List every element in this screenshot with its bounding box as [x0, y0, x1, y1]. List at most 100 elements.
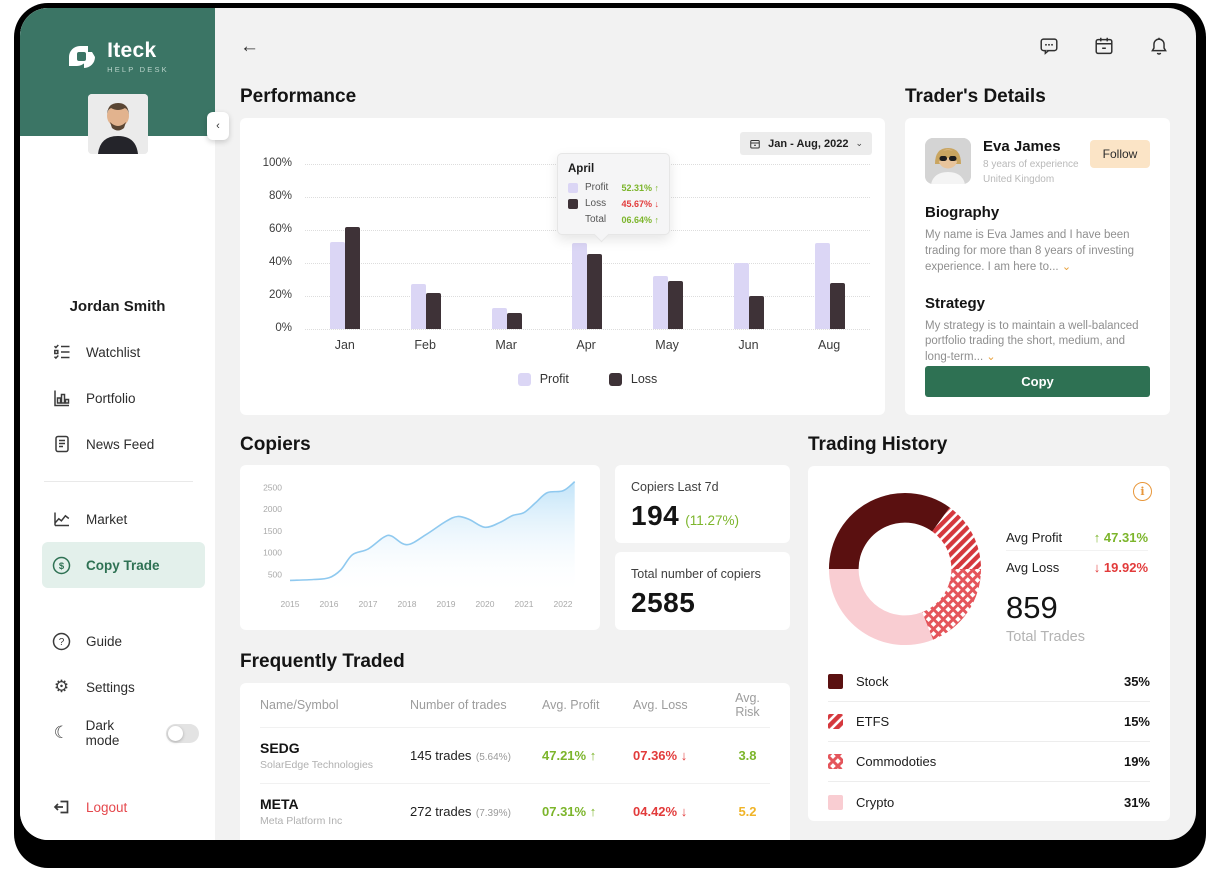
legend-percent: 31%: [1123, 794, 1150, 810]
performance-x-axis: Jan Feb Mar Apr May Jun Aug: [305, 338, 870, 352]
avg-risk-cell: 5.2: [738, 804, 757, 819]
legend-swatch: [608, 372, 622, 386]
bar-group-may[interactable]: [653, 276, 684, 329]
table-header-row: Name/Symbol Number of trades Avg. Profit Av…: [260, 683, 770, 727]
copy-trader-button[interactable]: Copy: [925, 366, 1150, 397]
total-trades-label: Total Trades: [1006, 629, 1085, 645]
logout-label: Logout: [86, 799, 128, 815]
bar-profit-apr[interactable]: [572, 242, 588, 329]
sidebar-item-portfolio[interactable]: Portfolio: [20, 375, 215, 421]
tooltip-swatch: [568, 198, 578, 209]
copiers-x-tick: 2018: [398, 599, 417, 609]
tooltip-swatch: [568, 215, 578, 225]
tooltip-swatch: [568, 182, 578, 193]
table-header: Number of trades: [410, 698, 507, 712]
table-header: Avg. Profit: [542, 698, 600, 712]
avg-risk-cell: 3.8: [738, 748, 757, 763]
table-header: Avg. Risk: [735, 691, 760, 719]
dark-mode-toggle[interactable]: [165, 723, 199, 743]
bar-loss-may[interactable]: [668, 281, 684, 329]
tooltip-row-profit: Profit 52.31% ↑: [568, 182, 659, 193]
bar-profit-jan[interactable]: [330, 241, 346, 329]
copiers-y-tick: 2000: [263, 504, 282, 514]
back-arrow-icon[interactable]: ←: [240, 35, 259, 57]
bar-profit-aug[interactable]: [814, 243, 830, 329]
date-range-selector[interactable]: Jan - Aug, 2022 ⌄: [740, 132, 872, 155]
donut-segment-stock[interactable]: [828, 492, 950, 569]
legend-swatch: [517, 372, 531, 386]
performance-title: Performance: [240, 86, 357, 107]
biography-text: My name is Eva James and I have been tra…: [925, 229, 1135, 273]
bar-loss-jan[interactable]: [345, 226, 361, 329]
expand-bio-chevron-icon[interactable]: ⌄: [1061, 260, 1072, 273]
expand-strategy-chevron-icon[interactable]: ⌄: [986, 351, 996, 364]
sidebar-item-copy-trade[interactable]: $ Copy Trade: [42, 542, 205, 588]
copiers-total-label: Total number of copiers: [631, 567, 761, 581]
bar-group-jan[interactable]: [330, 226, 361, 329]
trading-history-card: i Avg Profit ↑ 47.31% Avg Loss ↓ 19.92% …: [808, 466, 1170, 821]
bar-profit-feb[interactable]: [411, 284, 427, 329]
sidebar-collapse-button[interactable]: ‹: [207, 112, 229, 140]
sidebar-item-dark-mode[interactable]: ☾ Dark mode: [20, 710, 215, 756]
x-axis-label: Aug: [818, 338, 841, 352]
company-name: Meta Platform Inc: [260, 815, 343, 827]
tooltip-label: Profit: [585, 182, 609, 193]
avg-loss-row: Avg Loss ↓ 19.92%: [1006, 554, 1148, 581]
legend-percent: 15%: [1123, 714, 1150, 729]
sidebar-item-label: Copy Trade: [86, 557, 160, 573]
bar-loss-mar[interactable]: [506, 312, 522, 329]
bar-loss-feb[interactable]: [426, 292, 442, 329]
legend-row-stock: Stock 35%: [828, 662, 1150, 702]
notifications-bell-icon[interactable]: [1148, 35, 1170, 57]
follow-button[interactable]: Follow: [1090, 140, 1150, 168]
avg-loss-cell: 07.36% ↓: [633, 748, 688, 763]
symbol: SEDG: [260, 740, 300, 756]
bar-profit-mar[interactable]: [491, 307, 507, 329]
table-row-sedg[interactable]: SEDG SolarEdge Technologies 145 trades (5.…: [260, 727, 770, 783]
legend-loss: Loss: [608, 372, 657, 386]
avg-profit-cell: 47.21% ↑: [542, 748, 597, 763]
sidebar-item-logout[interactable]: Logout: [20, 784, 215, 830]
avg-loss-value: ↓ 19.92%: [1093, 560, 1148, 575]
tooltip-value: 45.67% ↓: [621, 198, 659, 209]
legend-percent: 19%: [1123, 754, 1150, 769]
symbol-cell: SEDG SolarEdge Technologies: [260, 740, 410, 771]
copiers-last7d-change: (11.27%): [685, 513, 739, 528]
copiers-x-tick: 2021: [515, 599, 534, 609]
watchlist-icon: [52, 343, 71, 362]
avatar-eva-james: [925, 138, 971, 184]
trades-cell: 272 trades (7.39%): [410, 803, 511, 819]
bar-profit-jun[interactable]: [733, 263, 749, 329]
info-icon[interactable]: i: [1133, 482, 1152, 501]
bar-group-feb[interactable]: [411, 284, 442, 329]
avg-profit-cell: 07.31% ↑: [542, 804, 597, 819]
bar-loss-aug[interactable]: [829, 282, 845, 329]
bar-group-aug[interactable]: [814, 243, 845, 329]
bar-loss-jun[interactable]: [748, 296, 764, 329]
donut-segment-commodoties[interactable]: [922, 569, 982, 640]
bar-profit-may[interactable]: [653, 276, 669, 329]
donut-segment-crypto[interactable]: [828, 569, 933, 646]
sidebar-item-market[interactable]: Market: [20, 496, 215, 542]
copiers-x-tick: 2017: [359, 599, 378, 609]
sidebar-item-settings[interactable]: ⚙ Settings: [20, 664, 215, 710]
main-content: ←: [215, 8, 1196, 840]
bar-group-jun[interactable]: [733, 263, 764, 329]
copiers-area-chart-card: 2500 2000 1500 1000 500 2015 2016 2017 2018 2019 2…: [240, 465, 600, 630]
performance-legend: Profit Loss: [305, 372, 870, 386]
copy-trade-icon: $: [52, 556, 71, 575]
legend-row-commodoties: Commodoties 19%: [828, 742, 1150, 782]
table-row-meta[interactable]: META Meta Platform Inc 272 trades (7.39%) 0…: [260, 783, 770, 839]
bar-group-mar[interactable]: [491, 307, 522, 329]
copiers-y-tick: 1000: [263, 548, 282, 558]
bar-group-apr[interactable]: [572, 242, 603, 329]
sidebar-item-watchlist[interactable]: Watchlist: [20, 329, 215, 375]
news-feed-icon: [52, 435, 71, 454]
calendar-icon[interactable]: [1093, 35, 1115, 57]
bar-loss-apr[interactable]: [587, 253, 603, 329]
sidebar-item-guide[interactable]: ? Guide: [20, 618, 215, 664]
messages-icon[interactable]: [1038, 35, 1060, 57]
sidebar-item-label: Dark mode: [85, 718, 120, 748]
donut-segment-etfs[interactable]: [932, 507, 982, 569]
sidebar-item-news-feed[interactable]: News Feed: [20, 421, 215, 467]
